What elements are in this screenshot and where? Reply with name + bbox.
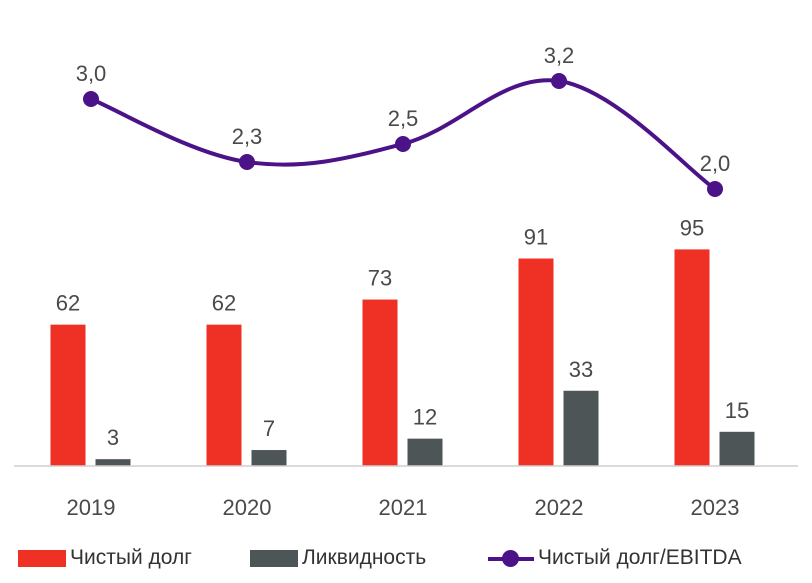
bar-liquidity-2019 <box>95 459 131 466</box>
point-net-debt-ebitda-2022 <box>551 73 567 89</box>
legend-item-net-debt: Чистый долг <box>18 540 192 576</box>
legend-marker-net-debt-ebitda <box>488 549 534 567</box>
data-label-net-debt-2020: 62 <box>212 291 236 316</box>
bar-net-debt-2020 <box>206 324 242 466</box>
x-tick-2020: 2020 <box>223 495 272 520</box>
x-axis-ticks: 2019 2020 2021 2022 2023 <box>67 495 740 520</box>
point-net-debt-ebitda-2020 <box>239 154 255 170</box>
legend-label-net-debt: Чистый долг <box>70 546 192 569</box>
legend-label-liquidity: Ликвидность <box>302 546 427 569</box>
line-layer: 3,0 2,3 2,5 3,2 2,0 <box>76 43 731 197</box>
point-net-debt-ebitda-2019 <box>83 91 99 107</box>
data-label-net-debt-ebitda-2023: 2,0 <box>700 151 731 176</box>
x-tick-2021: 2021 <box>379 495 428 520</box>
data-label-liquidity-2023: 15 <box>725 398 749 423</box>
data-label-net-debt-2021: 73 <box>368 266 392 291</box>
legend-swatch-liquidity <box>250 549 298 567</box>
data-label-net-debt-2023: 95 <box>680 215 704 240</box>
bar-net-debt-2023 <box>674 249 710 466</box>
data-label-net-debt-ebitda-2022: 3,2 <box>544 43 575 68</box>
bar-net-debt-2021 <box>362 299 398 466</box>
data-label-liquidity-2019: 3 <box>107 425 119 450</box>
data-label-net-debt-ebitda-2021: 2,5 <box>388 106 419 131</box>
x-tick-2023: 2023 <box>691 495 740 520</box>
data-label-net-debt-2022: 91 <box>524 225 548 250</box>
data-label-liquidity-2020: 7 <box>263 416 275 441</box>
point-net-debt-ebitda-2021 <box>395 136 411 152</box>
point-net-debt-ebitda-2023 <box>707 181 723 197</box>
x-tick-2022: 2022 <box>535 495 584 520</box>
line-net-debt-ebitda <box>90 78 717 191</box>
bar-liquidity-2023 <box>719 431 755 466</box>
bar-net-debt-2022 <box>518 258 554 466</box>
bar-liquidity-2022 <box>563 390 599 466</box>
legend-item-liquidity: Ликвидность <box>250 540 426 576</box>
data-label-liquidity-2021: 12 <box>413 405 437 430</box>
data-label-liquidity-2022: 33 <box>569 357 593 382</box>
data-label-net-debt-2019: 62 <box>56 291 80 316</box>
x-tick-2019: 2019 <box>67 495 116 520</box>
data-label-net-debt-ebitda-2019: 3,0 <box>76 61 107 86</box>
bar-liquidity-2020 <box>251 450 287 466</box>
legend-swatch-net-debt <box>18 549 66 567</box>
bars-layer: 62 3 62 7 73 12 91 33 95 15 <box>50 215 755 466</box>
data-label-net-debt-ebitda-2020: 2,3 <box>232 124 263 149</box>
legend-item-net-debt-ebitda: Чистый долг/EBITDA <box>488 540 742 576</box>
legend: Чистый долг Ликвидность Чистый долг/EBIT… <box>0 540 812 576</box>
legend-label-net-debt-ebitda: Чистый долг/EBITDA <box>538 546 742 569</box>
bar-net-debt-2019 <box>50 324 86 466</box>
bar-liquidity-2021 <box>407 438 443 466</box>
